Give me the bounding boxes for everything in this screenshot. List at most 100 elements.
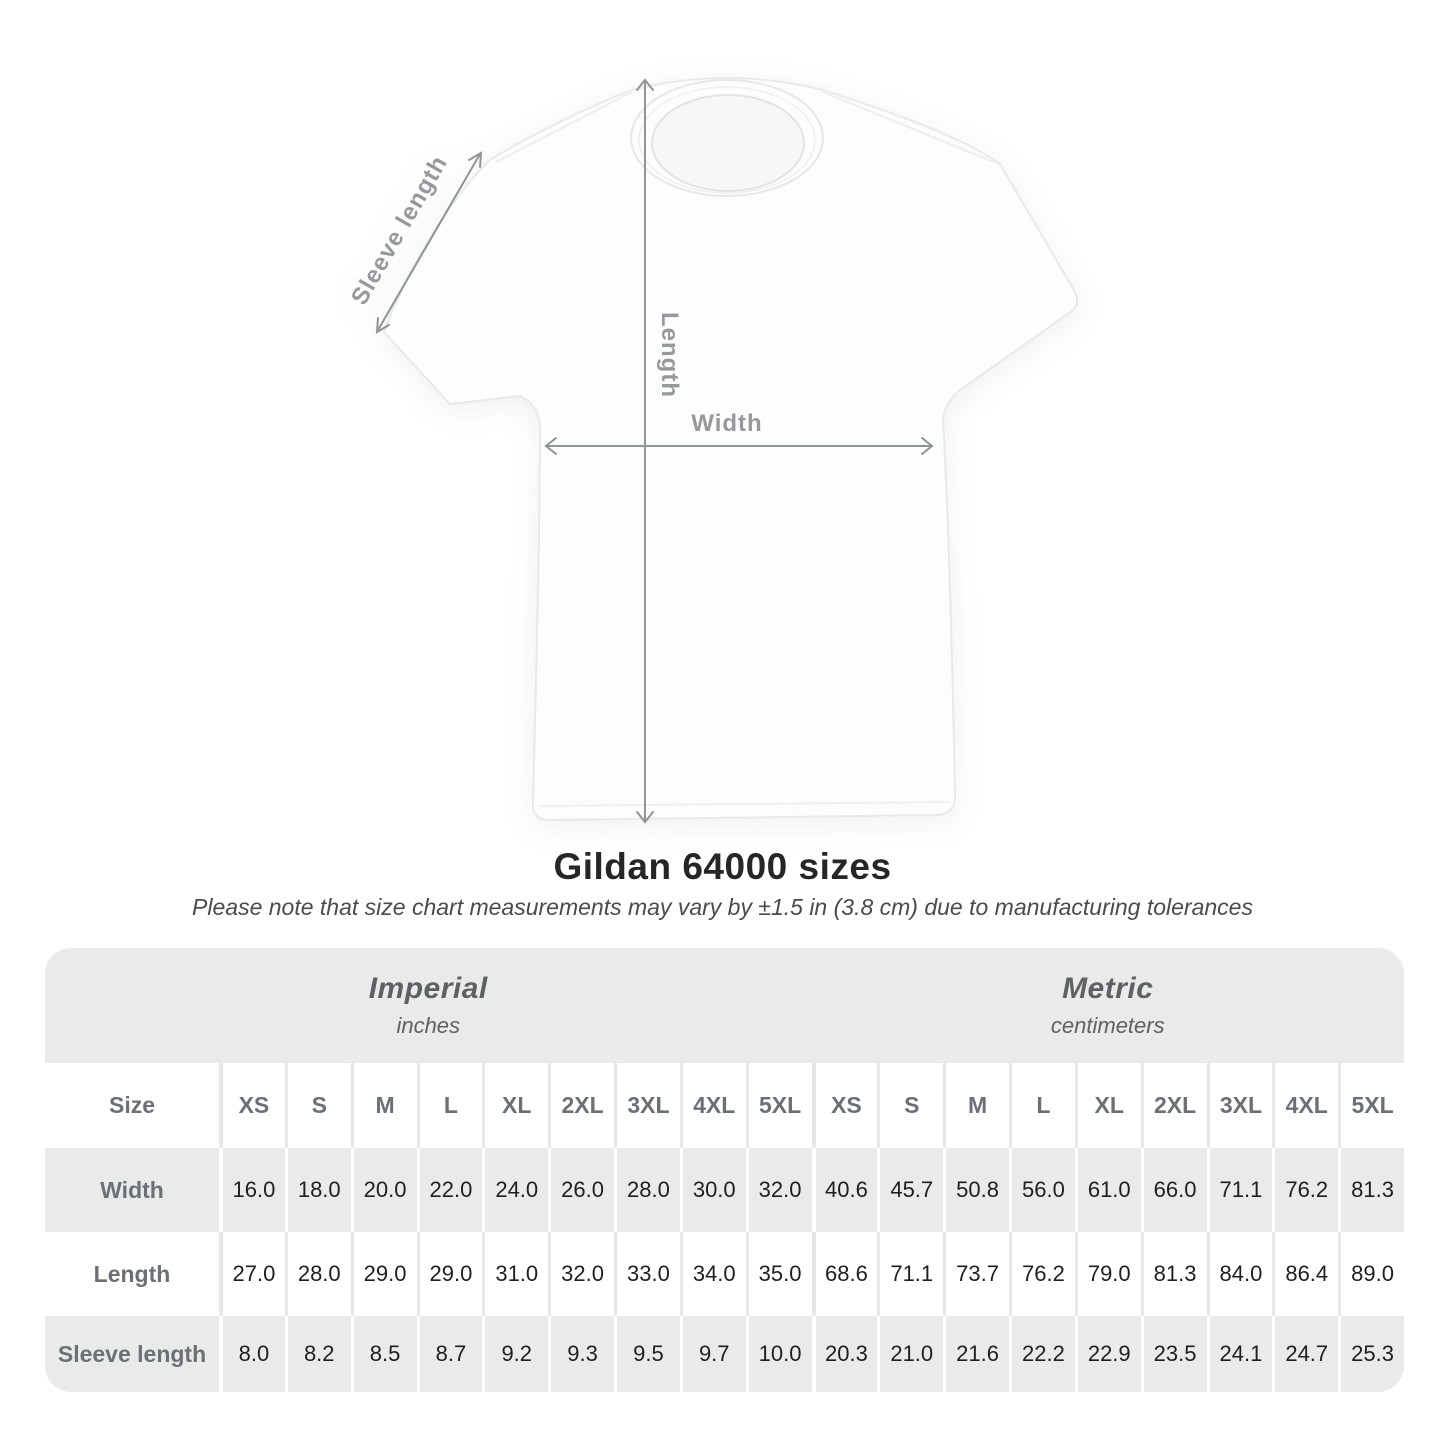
shirt-graphic: Width Length Sleeve length (346, 77, 1078, 824)
value-cell: 23.5 (1140, 1316, 1207, 1392)
row-label: Length (93, 1260, 171, 1287)
value-cell: 9.2 (482, 1316, 548, 1392)
value-cell: 40.6 (811, 1148, 878, 1232)
value-cell: 22.9 (1074, 1316, 1141, 1392)
value-cell: 25.3 (1338, 1316, 1404, 1392)
value-cell: 32.0 (745, 1148, 812, 1232)
hem-stitch (539, 801, 951, 807)
size-header-cell: 4XL (1272, 1063, 1338, 1148)
length-arrow-label: Length (656, 312, 683, 398)
width-arrow-label: Width (691, 410, 762, 437)
size-header-cell: L (1009, 1063, 1075, 1148)
metric-group-unit: centimeters (1050, 1013, 1165, 1038)
width-arrow (544, 437, 934, 455)
size-header-cell: 4XL (679, 1063, 746, 1148)
imperial-group-header: Imperial inches (45, 948, 812, 1063)
table-row-width: Width 16.0 18.0 20.0 22.0 24.0 26.0 28.0… (45, 1148, 1404, 1232)
value-cell: 29.0 (416, 1232, 483, 1316)
value-cell: 26.0 (548, 1148, 614, 1232)
value-cell: 9.7 (679, 1316, 746, 1392)
value-cell: 20.0 (350, 1148, 417, 1232)
imperial-group-unit: inches (396, 1013, 461, 1038)
row-label: Width (100, 1176, 164, 1203)
size-column-header: Size (108, 1092, 156, 1118)
value-cell: 18.0 (284, 1148, 351, 1232)
value-cell: 21.0 (877, 1316, 943, 1392)
value-cell: 71.1 (1206, 1148, 1273, 1232)
size-header-cell: S (877, 1063, 943, 1148)
size-header-cell: 3XL (1206, 1063, 1273, 1148)
value-cell: 31.0 (482, 1232, 548, 1316)
unit-group-header-row: Imperial inches Metric centimeters (45, 948, 1404, 1063)
value-cell: 22.0 (416, 1148, 483, 1232)
value-cell: 8.0 (219, 1316, 285, 1392)
value-cell: 8.2 (284, 1316, 351, 1392)
value-cell: 24.7 (1272, 1316, 1338, 1392)
shoulder-seam-left (495, 91, 633, 163)
value-cell: 45.7 (877, 1148, 943, 1232)
size-header-cell: XS (811, 1063, 878, 1148)
value-cell: 21.6 (943, 1316, 1009, 1392)
value-cell: 10.0 (745, 1316, 812, 1392)
value-cell: 20.3 (811, 1316, 878, 1392)
value-cell: 50.8 (943, 1148, 1009, 1232)
size-header-cell: 5XL (745, 1063, 812, 1148)
size-header-cell: L (416, 1063, 483, 1148)
value-cell: 8.5 (350, 1316, 417, 1392)
value-cell: 22.2 (1009, 1316, 1075, 1392)
size-header-cell: 5XL (1338, 1063, 1404, 1148)
value-cell: 30.0 (679, 1148, 746, 1232)
value-cell: 73.7 (943, 1232, 1009, 1316)
value-cell: 35.0 (745, 1232, 812, 1316)
shoulder-seam-right (822, 91, 995, 163)
value-cell: 86.4 (1272, 1232, 1338, 1316)
value-cell: 24.0 (482, 1148, 548, 1232)
value-cell: 76.2 (1009, 1232, 1075, 1316)
value-cell: 34.0 (679, 1232, 746, 1316)
collar-opening (651, 94, 805, 192)
value-cell: 61.0 (1074, 1148, 1141, 1232)
size-header-cell: 3XL (614, 1063, 680, 1148)
metric-group-title: Metric (1062, 972, 1154, 1005)
size-header-cell: M (350, 1063, 417, 1148)
value-cell: 66.0 (1140, 1148, 1207, 1232)
value-cell: 24.1 (1206, 1316, 1273, 1392)
row-label: Sleeve length (57, 1340, 207, 1367)
metric-group-header: Metric centimeters (812, 948, 1405, 1063)
size-header-cell: M (943, 1063, 1009, 1148)
size-header-cell: XS (219, 1063, 285, 1148)
table-row-length: Length 27.0 28.0 29.0 29.0 31.0 32.0 33.… (45, 1232, 1404, 1316)
size-table: Imperial inches Metric centimeters Size … (45, 948, 1404, 1392)
size-header-cell: XL (482, 1063, 548, 1148)
page-title: Gildan 64000 sizes (553, 846, 892, 887)
value-cell: 28.0 (614, 1148, 680, 1232)
size-header-cell: XL (1074, 1063, 1141, 1148)
table-row-sleeve-length: Sleeve length 8.0 8.2 8.5 8.7 9.2 9.3 9.… (45, 1316, 1404, 1392)
sleeve-length-arrow (375, 151, 483, 334)
value-cell: 28.0 (284, 1232, 351, 1316)
value-cell: 89.0 (1338, 1232, 1404, 1316)
value-cell: 9.5 (614, 1316, 680, 1392)
collar-stitch (638, 86, 816, 194)
length-arrow (636, 78, 654, 824)
value-cell: 81.3 (1338, 1148, 1404, 1232)
imperial-group-title: Imperial (368, 972, 488, 1005)
value-cell: 71.1 (877, 1232, 943, 1316)
shirt-measurement-diagram: Width Length Sleeve length (300, 60, 1100, 860)
size-header-cell: S (284, 1063, 351, 1148)
size-header-row: Size XS S M L XL 2XL 3XL 4XL 5XL XS S M … (45, 1063, 1404, 1148)
tshirt-body (383, 77, 1078, 822)
value-cell: 76.2 (1272, 1148, 1338, 1232)
value-cell: 56.0 (1009, 1148, 1075, 1232)
size-header-cell: 2XL (548, 1063, 614, 1148)
value-cell: 27.0 (219, 1232, 285, 1316)
value-cell: 32.0 (548, 1232, 614, 1316)
value-cell: 81.3 (1140, 1232, 1207, 1316)
value-cell: 29.0 (350, 1232, 417, 1316)
value-cell: 84.0 (1206, 1232, 1273, 1316)
value-cell: 33.0 (614, 1232, 680, 1316)
value-cell: 79.0 (1074, 1232, 1141, 1316)
value-cell: 8.7 (416, 1316, 483, 1392)
value-cell: 9.3 (548, 1316, 614, 1392)
